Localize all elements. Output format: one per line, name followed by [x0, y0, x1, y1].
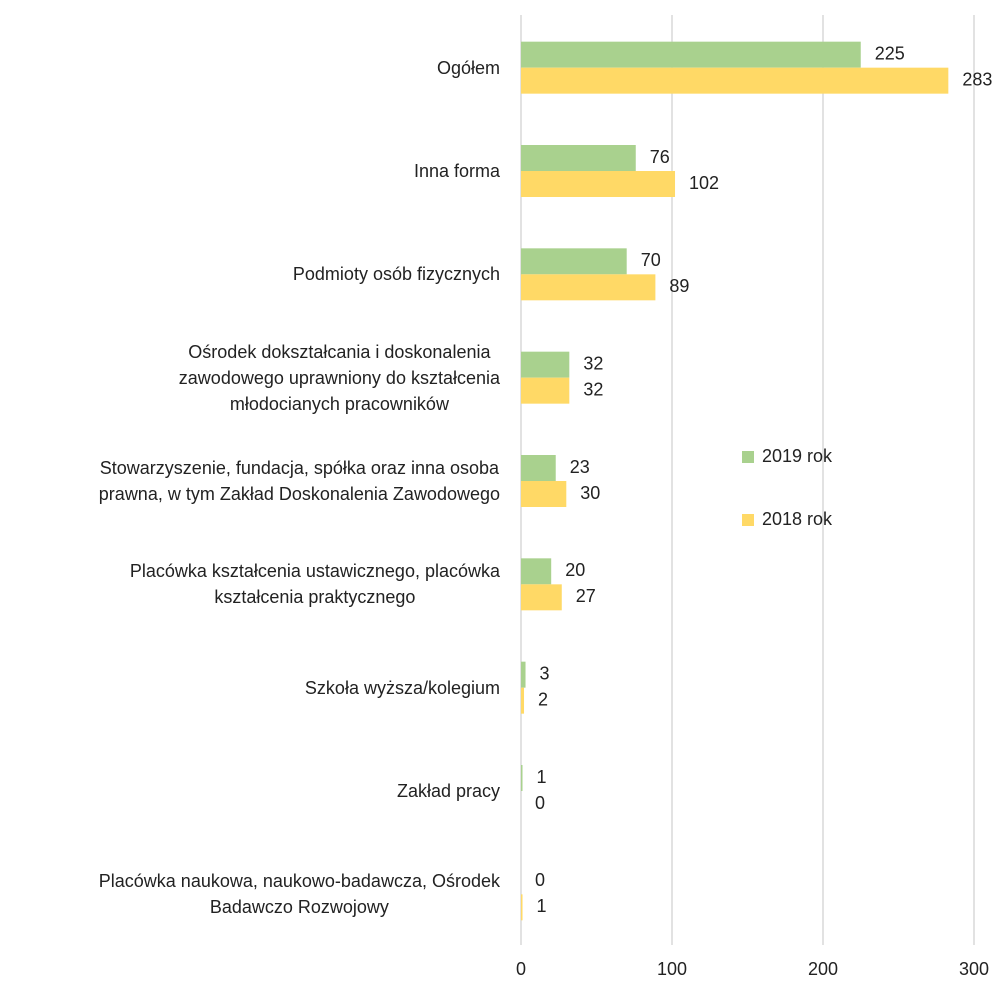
bar — [521, 894, 523, 921]
x-tick-label: 0 — [516, 959, 526, 979]
y-tick-label: Placówka naukowa, naukowo-badawcza, Ośro… — [98, 871, 500, 918]
bar — [521, 584, 562, 611]
y-tick-label: Podmioty osób fizycznych — [292, 264, 500, 285]
bar — [521, 377, 570, 404]
y-tick-label: Inna forma — [413, 161, 500, 181]
x-tick-label: 200 — [808, 959, 838, 979]
value-label: 30 — [580, 483, 600, 503]
y-tick-label: Placówka kształcenia ustawicznego, placó… — [129, 561, 500, 608]
legend-label: 2019 rok — [762, 446, 833, 466]
legend-swatch — [742, 514, 754, 526]
bar — [521, 248, 627, 275]
value-label: 102 — [689, 173, 719, 193]
value-label: 283 — [962, 69, 992, 89]
value-label: 2 — [538, 689, 548, 709]
bar — [521, 687, 525, 714]
bar — [521, 274, 656, 301]
x-tick-label: 300 — [959, 959, 989, 979]
y-tick-label: Zakład pracy — [396, 781, 500, 801]
y-tick-label: Ośrodek dokształcania i doskonalenia zaw… — [178, 341, 500, 414]
legend-label: 2018 rok — [762, 509, 833, 529]
bar — [521, 171, 676, 197]
value-label: 20 — [565, 560, 585, 580]
bar — [521, 661, 526, 688]
value-label: 225 — [875, 43, 905, 63]
bar — [521, 67, 949, 94]
value-label: 27 — [576, 586, 596, 606]
value-label: 1 — [537, 767, 547, 787]
y-tick-label: Stowarzyszenie, fundacja, spółka oraz in… — [98, 458, 500, 504]
bar — [521, 455, 556, 481]
value-label: 3 — [540, 663, 550, 683]
y-tick-label: Ogółem — [436, 57, 500, 78]
legend-swatch — [742, 451, 754, 463]
value-label: 32 — [583, 353, 603, 373]
bar — [521, 558, 552, 585]
x-tick-label: 100 — [657, 959, 687, 979]
y-tick-label: Szkoła wyższa/kolegium — [304, 677, 500, 698]
value-label: 1 — [537, 896, 547, 916]
bar — [521, 765, 523, 791]
value-label: 70 — [641, 250, 661, 270]
bar — [521, 351, 570, 378]
bar — [521, 41, 861, 68]
value-label: 76 — [650, 147, 670, 167]
value-label: 23 — [570, 457, 590, 477]
value-label: 89 — [669, 276, 689, 296]
value-label: 0 — [535, 793, 545, 813]
value-label: 32 — [583, 379, 603, 399]
bar — [521, 145, 636, 171]
value-label: 0 — [535, 870, 545, 890]
bar — [521, 481, 567, 507]
